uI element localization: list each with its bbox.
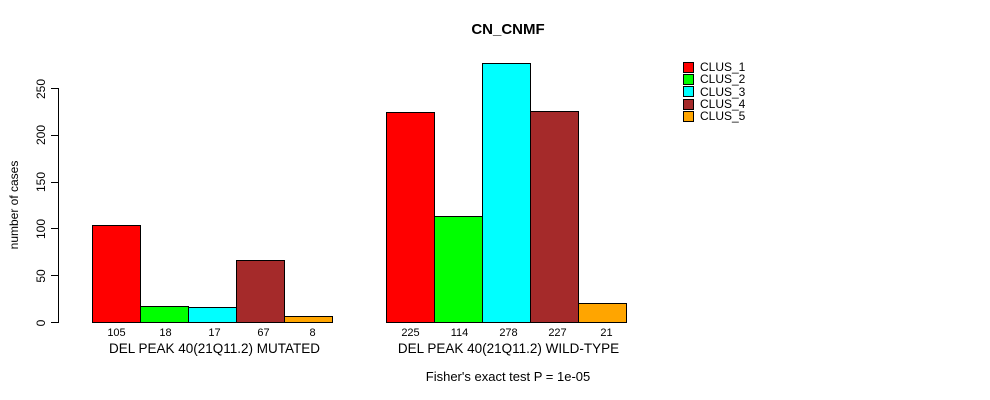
bar-value-label: 8 [309,327,316,339]
y-tick-mark [51,135,58,136]
legend-label: CLUS_5 [700,109,746,124]
bar-group-1 [92,225,333,323]
legend-item-clus_5: CLUS_5 [683,110,745,122]
y-tick-mark [51,182,58,183]
legend-label: CLUS_1 [700,60,746,75]
y-tick-mark [51,275,58,276]
bar-value-label: 67 [257,327,270,339]
bar-clus_3-group1 [188,307,237,323]
bar-value-label: 105 [107,327,126,339]
bar-value-label: 114 [450,327,469,339]
y-axis-line [58,88,59,323]
legend-item-clus_4: CLUS_4 [683,98,745,110]
legend-label: CLUS_2 [700,72,746,87]
bar-clus_5-group2 [578,303,627,323]
bar-clus_4-group1 [236,260,285,323]
legend-swatch-icon [683,110,694,122]
bar-value-label: 278 [499,327,518,339]
bar-value-label: 18 [159,327,172,339]
y-tick-mark [51,228,58,229]
bar-clus_2-group1 [140,306,189,323]
legend: CLUS_1 CLUS_2 CLUS_3 CLUS_4 CLUS_5 [683,61,745,122]
bar-clus_3-group2 [482,63,531,323]
bar-value-label: 227 [548,327,567,339]
y-tick-label: 0 [34,319,48,326]
bar-clus_1-group1 [92,225,141,323]
y-tick-label: 250 [34,78,48,99]
bar-clus_1-group2 [386,112,435,323]
fisher-test-annotation: Fisher's exact test P = 1e-05 [425,369,591,384]
bar-clus_4-group2 [530,111,579,323]
bar-clus_2-group2 [434,216,483,323]
y-tick-mark [51,88,58,89]
legend-swatch-icon [683,61,694,73]
x-group-label-1: DEL PEAK 40(21Q11.2) MUTATED [108,341,321,356]
bar-clus_5-group1 [284,316,333,323]
y-tick-label: 100 [34,218,48,239]
bar-value-row-group-2: 225 114 278 227 21 [386,327,631,339]
bar-value-label: 21 [600,327,613,339]
y-tick-label: 50 [34,269,48,283]
legend-swatch-icon [683,86,694,98]
bar-value-label: 225 [401,327,420,339]
x-group-label-2: DEL PEAK 40(21Q11.2) WILD-TYPE [397,341,620,356]
y-tick-label: 150 [34,172,48,193]
legend-swatch-icon [683,98,694,110]
legend-label: CLUS_3 [700,84,746,99]
bar-value-label: 17 [208,327,221,339]
legend-swatch-icon [683,73,694,85]
y-tick-mark [51,322,58,323]
legend-item-clus_3: CLUS_3 [683,86,745,98]
y-tick-label: 200 [34,125,48,146]
bar-group-2 [386,63,627,323]
bar-value-row-group-1: 105 18 17 67 8 [92,327,337,339]
legend-item-clus_2: CLUS_2 [683,73,745,85]
legend-label: CLUS_4 [700,97,746,112]
legend-item-clus_1: CLUS_1 [683,61,745,73]
y-axis-label: number of cases [7,160,21,250]
chart-title: CN_CNMF [471,21,545,38]
